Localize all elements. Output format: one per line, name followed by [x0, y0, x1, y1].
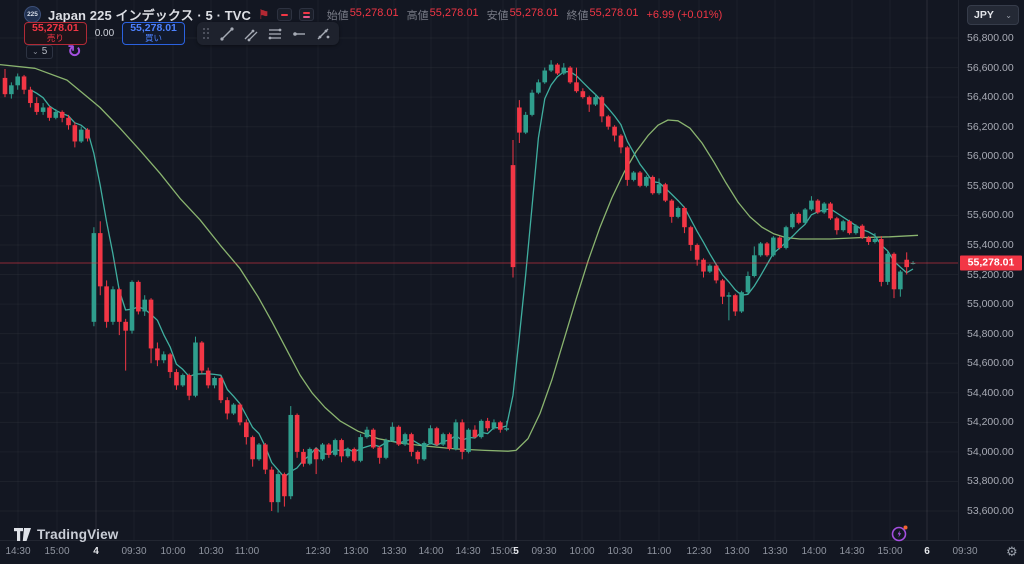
time-tick: 14:00	[418, 546, 444, 557]
indicator-toggle-icon[interactable]	[276, 8, 292, 21]
time-tick-day: 5	[513, 546, 519, 557]
price-tick: 54,200.00	[967, 416, 1014, 429]
parallel-channel-tool-icon[interactable]	[241, 24, 261, 43]
time-tick: 15:00	[44, 546, 70, 557]
trade-panel: 55,278.01 売り 0.00 55,278.01 買い	[24, 22, 340, 45]
spread-value: 0.00	[94, 28, 115, 39]
polyline-tool-icon[interactable]	[313, 24, 333, 43]
price-tick: 56,600.00	[967, 61, 1014, 74]
time-tick: 10:00	[160, 546, 186, 557]
price-tick: 54,400.00	[967, 386, 1014, 399]
time-tick: 12:30	[305, 546, 331, 557]
price-tick: 56,400.00	[967, 91, 1014, 104]
price-tick: 55,000.00	[967, 298, 1014, 311]
chevron-down-icon: ⌄	[32, 47, 39, 56]
drawing-toolbar	[196, 22, 340, 45]
time-tick: 13:30	[762, 546, 788, 557]
buy-price: 55,278.01	[130, 22, 177, 35]
time-tick: 14:30	[839, 546, 865, 557]
market-status-flash-icon[interactable]	[890, 524, 909, 543]
price-tick: 53,800.00	[967, 475, 1014, 488]
time-tick: 15:00	[490, 546, 516, 557]
quick-controls: ⌄ 5 ↻	[26, 43, 82, 60]
time-tick: 14:30	[455, 546, 481, 557]
price-tick: 56,200.00	[967, 120, 1014, 133]
chevron-down-icon: ⌄	[1005, 10, 1012, 20]
current-price-label: 55,278.01	[960, 255, 1022, 271]
tradingview-logo-text: TradingView	[37, 527, 119, 542]
horizontal-lines-tool-icon[interactable]	[265, 24, 285, 43]
symbol-title[interactable]: Japan 225 インデックス · 5 · TVC	[48, 8, 252, 23]
ohlc-readout: 始値 55,278.01 高値 55,278.01 安値 55,278.01 終値 55,27…	[327, 7, 723, 23]
tradingview-mark-icon	[14, 528, 31, 541]
price-tick: 56,000.00	[967, 150, 1014, 163]
time-axis[interactable]: 14:30 15:00 4 09:30 10:00 10:30 11:00 12:30 13:0…	[0, 540, 1024, 564]
time-tick: 13:00	[343, 546, 369, 557]
time-tick: 09:30	[531, 546, 557, 557]
price-tick: 54,000.00	[967, 445, 1014, 458]
time-tick: 14:30	[5, 546, 31, 557]
time-tick: 09:30	[121, 546, 147, 557]
ohlc-pair: 安値 55,278.01	[486, 6, 559, 22]
time-tick: 11:00	[646, 546, 672, 557]
currency-button[interactable]: JPY ⌄	[967, 5, 1019, 25]
sell-button[interactable]: 55,278.01 売り	[24, 22, 87, 45]
tradingview-logo[interactable]: TradingView	[14, 527, 118, 542]
toolbar-drag-handle[interactable]	[202, 27, 211, 40]
symbol-logo-badge: 225	[24, 6, 41, 23]
currency-label: JPY	[974, 9, 994, 21]
time-tick: 15:00	[877, 546, 903, 557]
ohlc-pair: 始値 55,278.01	[326, 6, 399, 22]
time-tick: 09:30	[952, 546, 978, 557]
price-tick: 53,600.00	[967, 505, 1014, 518]
price-tick: 55,600.00	[967, 209, 1014, 222]
horizontal-ray-tool-icon[interactable]	[289, 24, 309, 43]
time-tick: 10:00	[569, 546, 595, 557]
time-tick: 12:30	[686, 546, 712, 557]
price-axis[interactable]: 56,800.00 56,600.00 56,400.00 56,200.00 56,0…	[958, 0, 1024, 540]
symbol-header: 225 Japan 225 インデックス · 5 · TVC ⚑ 始値 55,27…	[24, 5, 722, 24]
buy-label: 買い	[145, 33, 163, 44]
price-tick: 55,400.00	[967, 238, 1014, 251]
time-tick: 10:30	[607, 546, 633, 557]
replay-icon[interactable]: ↻	[67, 42, 82, 61]
price-chart[interactable]	[0, 0, 958, 540]
price-tick: 55,800.00	[967, 179, 1014, 192]
timeframe-dropdown[interactable]: ⌄ 5	[26, 44, 54, 59]
sell-price: 55,278.01	[32, 22, 79, 35]
axis-settings-gear-icon[interactable]: ⚙	[1006, 544, 1018, 559]
flag-icon[interactable]: ⚑	[258, 7, 270, 22]
ohlc-pair: 高値 55,278.01	[406, 6, 479, 22]
indicator-toggle2-icon[interactable]	[298, 8, 314, 21]
buy-button[interactable]: 55,278.01 買い	[122, 22, 185, 45]
time-tick: 13:30	[381, 546, 407, 557]
sell-label: 売り	[46, 33, 64, 44]
change-readout: +6.99 (+0.01%)	[646, 8, 723, 21]
time-tick: 13:00	[724, 546, 750, 557]
time-tick-day: 4	[93, 546, 99, 557]
trend-line-tool-icon[interactable]	[217, 24, 237, 43]
ohlc-pair: 終値 55,278.01	[566, 6, 639, 22]
timeframe-value: 5	[41, 46, 48, 57]
time-tick-day: 6	[924, 546, 930, 557]
time-tick: 14:00	[801, 546, 827, 557]
time-tick: 11:00	[234, 546, 260, 557]
price-tick: 55,200.00	[967, 268, 1014, 281]
time-tick: 10:30	[198, 546, 224, 557]
price-tick: 56,800.00	[967, 32, 1014, 44]
price-tick: 54,800.00	[967, 327, 1014, 340]
price-tick: 54,600.00	[967, 357, 1014, 370]
